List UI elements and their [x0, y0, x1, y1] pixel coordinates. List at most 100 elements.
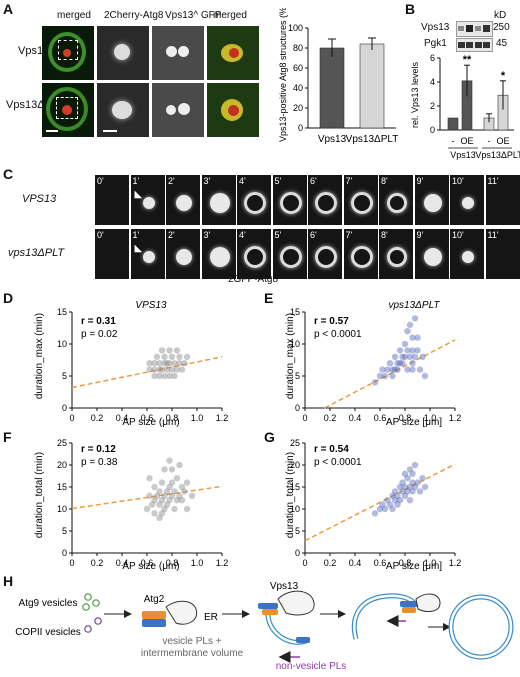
- chart-d-point: [151, 360, 158, 367]
- chart-f-ylabel: duration_total (min): [34, 452, 45, 538]
- chart-e-point: [406, 321, 414, 328]
- chart-e-xtick-label: 0.6: [374, 413, 387, 423]
- micrograph-cherry-vps13: [97, 26, 149, 80]
- chart-e-xtick-label: 0: [302, 413, 307, 423]
- chart-d-point: [166, 372, 173, 380]
- chart-f-point: [148, 501, 156, 508]
- gfp-atg8-signal: [423, 248, 442, 266]
- timelapse-row-label-wt: VPS13: [22, 193, 57, 205]
- chart-e-point: [379, 366, 386, 373]
- chart-e-point: [394, 360, 401, 367]
- blot-marker-250: 250: [493, 22, 510, 33]
- micrograph-gfp-vps13-dplt: [152, 83, 204, 137]
- gfp-atg8-signal: [209, 247, 230, 267]
- chart-d-point: [161, 360, 168, 367]
- chart-f-point: [151, 510, 158, 517]
- chart-f-point: [166, 483, 173, 491]
- timelapse-frame: 9': [413, 228, 450, 280]
- chart-a-ytick-label: 20: [293, 103, 303, 113]
- chart-d-point: [168, 366, 176, 373]
- chart-d-ytick-label: 5: [62, 371, 67, 381]
- chart-g-point: [409, 479, 416, 486]
- chart-f-xtick-label: 0.8: [166, 558, 179, 568]
- label-non-vesicle-pls: non-vesicle PLs: [276, 661, 347, 672]
- chart-d-xtick-label: 0.2: [91, 413, 104, 423]
- timelapse-frame: 10': [449, 174, 485, 226]
- col-header-cherry: 2Cherry-Atg8: [104, 10, 164, 21]
- chart-a-category-label: Vps13ΔPLT: [346, 134, 399, 145]
- timelapse-frame: 2': [165, 228, 201, 280]
- chart-g-xtick-label: 1.0: [424, 558, 437, 568]
- blot-vps13: [456, 21, 493, 37]
- timelapse-frame: 11': [484, 174, 520, 226]
- timelapse-time-label: 3': [203, 230, 211, 240]
- gfp-atg8-signal: [350, 246, 373, 268]
- chart-g-point: [396, 483, 404, 491]
- chart-e-point: [396, 347, 404, 354]
- chart-g-point: [401, 483, 409, 491]
- chart-g-xtick-label: 0.4: [349, 558, 362, 568]
- chart-e-xtick-label: 1.2: [449, 413, 462, 423]
- timelapse-time-label: 1': [132, 230, 140, 240]
- micrograph-gfp-vps13: [152, 26, 204, 80]
- chart-e-point: [411, 353, 419, 360]
- row-label-vps13: Vps13: [18, 45, 50, 57]
- chart-a-ytick-label: 40: [293, 83, 303, 93]
- timelapse-time-label: 8': [381, 230, 388, 240]
- chart-f-xtick-label: 0.2: [91, 558, 104, 568]
- chart-g-ytick-label: 0: [295, 548, 300, 558]
- timelapse-frame: 8': [378, 228, 414, 280]
- timelapse-time-label: 9': [416, 230, 424, 240]
- gfp-atg8-signal: [315, 192, 337, 214]
- timelapse-frame: 3': [200, 228, 237, 280]
- chart-g-point: [411, 461, 419, 469]
- phagophore-stage-2: [351, 593, 441, 640]
- chart-e-ylabel: duration_max (min): [285, 313, 296, 399]
- chart-d-xtick-label: 0.8: [166, 413, 179, 423]
- chart-a-ytick-label: 80: [293, 43, 303, 53]
- chart-f-stat-p: p = 0.38: [81, 457, 118, 468]
- chart-e-point: [386, 360, 394, 367]
- chart-e-point: [404, 347, 411, 354]
- chart-e-point: [391, 353, 399, 360]
- gfp-atg8-signal: [315, 246, 337, 268]
- chart-a-ytick-label: 0: [298, 123, 303, 133]
- chart-b-category-label: OE: [460, 136, 473, 146]
- chart-d-point: [153, 353, 161, 360]
- chart-g-point: [411, 483, 419, 491]
- chart-g-point: [371, 510, 379, 517]
- panel-label-a: A: [3, 1, 14, 17]
- chart-g-point: [409, 488, 416, 495]
- chart-e-point: [381, 372, 389, 380]
- chart-f-fit-line: [71, 485, 223, 510]
- gfp-atg8-signal: [350, 192, 373, 214]
- timelapse-frame: 8': [378, 174, 414, 226]
- chart-e-point: [399, 353, 406, 360]
- timelapse-time-label: 7': [345, 230, 353, 240]
- chart-g-ylabel: duration_total (min): [285, 452, 296, 538]
- chart-f-point: [151, 497, 158, 504]
- micrograph-cherry-vps13-dplt: [97, 83, 149, 137]
- chart-d-point: [158, 347, 166, 354]
- chart-g-point: [406, 466, 414, 473]
- chart-e-point: [384, 366, 391, 373]
- chart-e-point: [421, 372, 429, 380]
- chart-e-ytick-label: 0: [295, 403, 300, 413]
- chart-e-point: [414, 334, 421, 341]
- chart-e: vps13ΔPLT r = 0.57 p < 0.0001 duration_m…: [285, 300, 462, 428]
- chart-a-bar: [319, 47, 345, 129]
- chart-f-point: [173, 497, 181, 504]
- gfp-atg8-signal: [176, 249, 192, 265]
- chart-d-point: [151, 366, 158, 373]
- chart-d-point: [176, 353, 183, 360]
- gfp-atg8-signal: [387, 193, 407, 213]
- chart-g-point: [414, 479, 421, 486]
- chart-d-stat-p: p = 0.02: [81, 329, 118, 340]
- chart-e-point: [409, 360, 416, 367]
- chart-g-point: [406, 483, 414, 491]
- chart-f-ytick-label: 5: [62, 526, 67, 536]
- timelapse-time-label: 7': [345, 176, 353, 186]
- chart-d: VPS13 r = 0.31 p = 0.02 duration_max (mi…: [34, 300, 228, 428]
- col-header-gfp: Vps13^ GFP: [165, 10, 222, 21]
- chart-f-stat-r: r = 0.12: [81, 444, 116, 455]
